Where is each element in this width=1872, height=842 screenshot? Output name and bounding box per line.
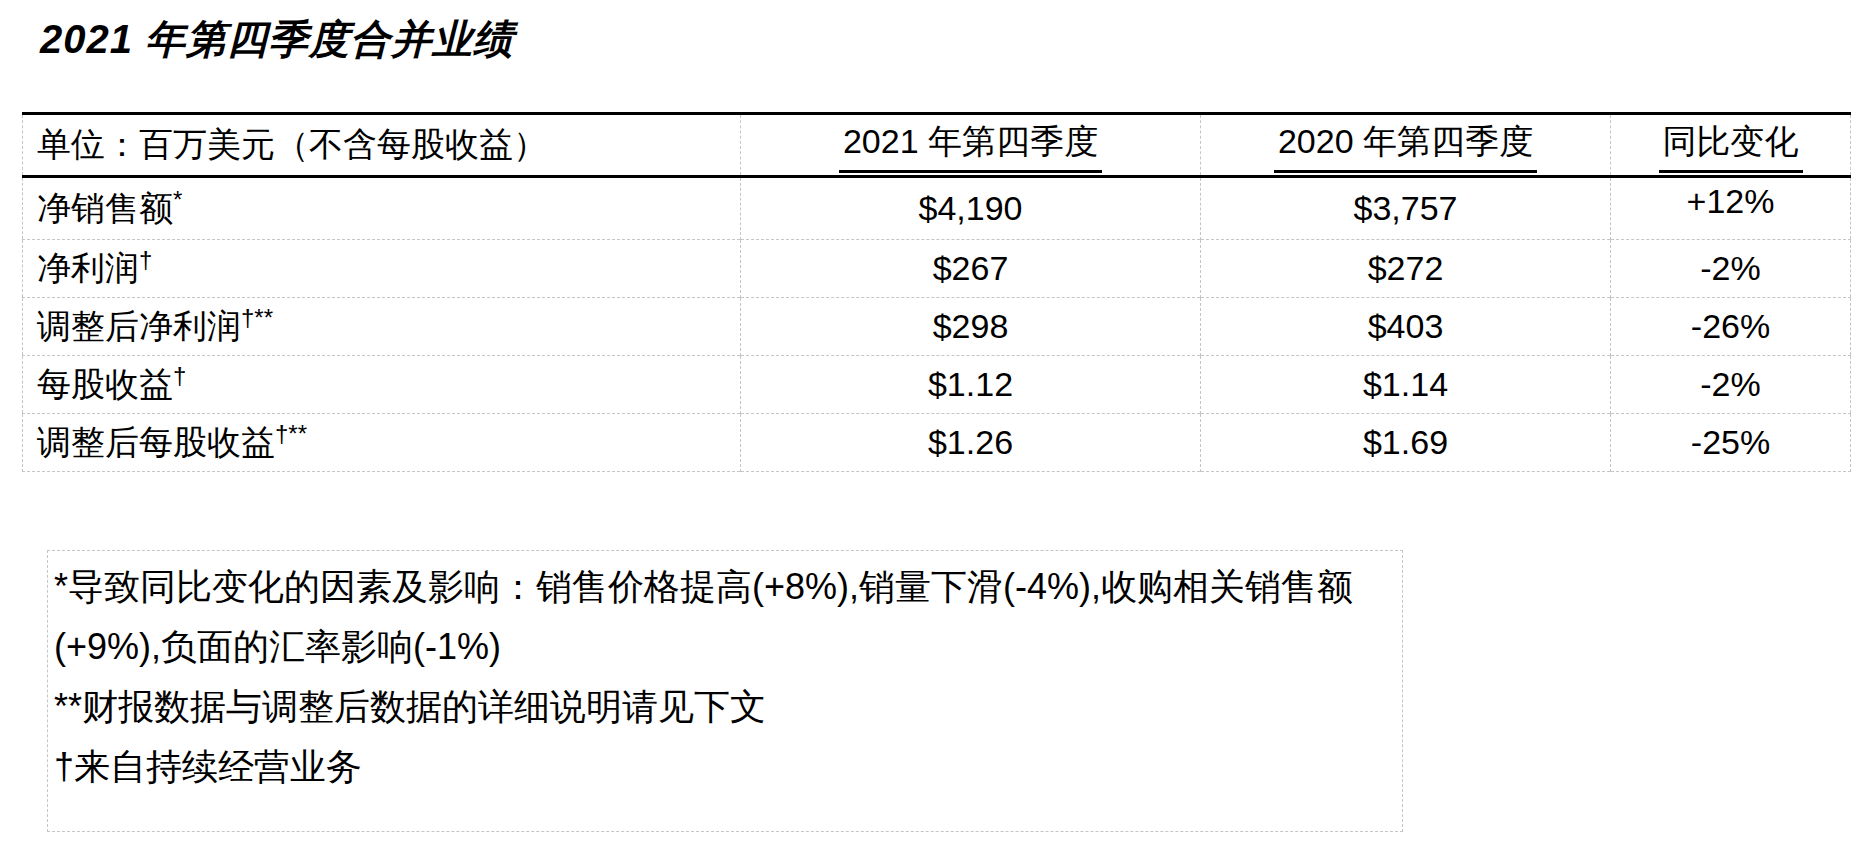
footnotes-box: *导致同比变化的因素及影响：销售价格提高(+8%),销量下滑(-4%),收购相关… bbox=[47, 550, 1403, 832]
table-header-row: 单位：百万美元（不含每股收益） 2021 年第四季度 2020 年第四季度 同比… bbox=[23, 114, 1851, 177]
change-cell: -2% bbox=[1611, 356, 1851, 414]
value-2020-cell: $1.69 bbox=[1201, 414, 1611, 472]
value-2021-cell: $4,190 bbox=[741, 177, 1201, 240]
value-2021-cell: $1.12 bbox=[741, 356, 1201, 414]
footnote-line-3: **财报数据与调整后数据的详细说明请见下文 bbox=[54, 677, 1396, 737]
footnote-marker: †** bbox=[241, 304, 273, 331]
q4-2021-column-label: 2021 年第四季度 bbox=[839, 117, 1102, 173]
header-cell-unit: 单位：百万美元（不含每股收益） bbox=[23, 114, 741, 177]
value-2020-cell: $3,757 bbox=[1201, 177, 1611, 240]
change-cell: -25% bbox=[1611, 414, 1851, 472]
value-2021-cell: $298 bbox=[741, 298, 1201, 356]
value-2021-cell: $267 bbox=[741, 240, 1201, 298]
q4-2020-column-label: 2020 年第四季度 bbox=[1274, 117, 1537, 173]
value-2020-cell: $272 bbox=[1201, 240, 1611, 298]
table-row-adjusted-net-income: 调整后净利润†** $298 $403 -26% bbox=[23, 298, 1851, 356]
table-row-net-income: 净利润† $267 $272 -2% bbox=[23, 240, 1851, 298]
header-cell-change: 同比变化 bbox=[1611, 114, 1851, 177]
next-section-heading-cutoff: 财报数据与调整后数据的对比 bbox=[47, 836, 567, 842]
row-label-cell: 净利润† bbox=[23, 240, 741, 298]
row-label-cell: 每股收益† bbox=[23, 356, 741, 414]
unit-label: 单位：百万美元（不含每股收益） bbox=[37, 125, 547, 163]
value-2020-cell: $403 bbox=[1201, 298, 1611, 356]
page-title: 2021 年第四季度合并业绩 bbox=[40, 12, 514, 67]
change-cell: -2% bbox=[1611, 240, 1851, 298]
header-cell-q4-2021: 2021 年第四季度 bbox=[741, 114, 1201, 177]
value-2020-cell: $1.14 bbox=[1201, 356, 1611, 414]
footnote-line-2: (+9%),负面的汇率影响(-1%) bbox=[54, 617, 1396, 677]
footnote-marker: † bbox=[139, 246, 152, 273]
document-page: 2021 年第四季度合并业绩 单位：百万美元（不含每股收益） 2021 年第四季… bbox=[0, 0, 1872, 842]
table-row-adjusted-eps: 调整后每股收益†** $1.26 $1.69 -25% bbox=[23, 414, 1851, 472]
yoy-change-column-label: 同比变化 bbox=[1659, 117, 1803, 173]
table-row-net-sales: 净销售额* $4,190 $3,757 +12% bbox=[23, 177, 1851, 240]
header-cell-q4-2020: 2020 年第四季度 bbox=[1201, 114, 1611, 177]
value-2021-cell: $1.26 bbox=[741, 414, 1201, 472]
row-label-cell: 调整后净利润†** bbox=[23, 298, 741, 356]
footnote-line-4: †来自持续经营业务 bbox=[54, 737, 1396, 797]
row-label-cell: 净销售额* bbox=[23, 177, 741, 240]
table-row-eps: 每股收益† $1.12 $1.14 -2% bbox=[23, 356, 1851, 414]
quarterly-results-table: 单位：百万美元（不含每股收益） 2021 年第四季度 2020 年第四季度 同比… bbox=[22, 112, 1851, 472]
footnote-marker: †** bbox=[275, 420, 307, 447]
row-label-cell: 调整后每股收益†** bbox=[23, 414, 741, 472]
footnote-line-1: *导致同比变化的因素及影响：销售价格提高(+8%),销量下滑(-4%),收购相关… bbox=[54, 557, 1396, 617]
footnote-marker: † bbox=[173, 362, 186, 389]
change-cell: -26% bbox=[1611, 298, 1851, 356]
change-cell: +12% bbox=[1611, 177, 1851, 240]
footnote-marker: * bbox=[173, 186, 182, 213]
